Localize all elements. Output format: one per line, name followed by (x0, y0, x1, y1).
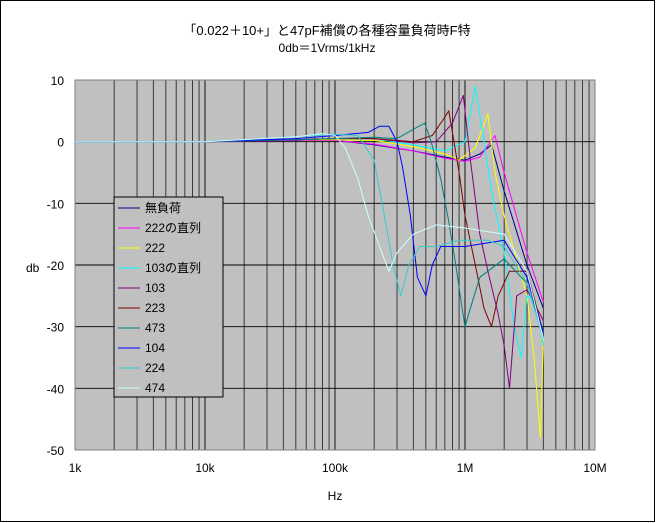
legend-box (113, 196, 224, 398)
y-tick-label: 10 (51, 74, 65, 88)
legend-label: 474 (145, 381, 165, 395)
series-line-7 (75, 125, 544, 333)
chart-title: 「0.022＋10+」と47pF補償の各種容量負荷時F特 (183, 23, 470, 38)
legend-label: 224 (145, 361, 165, 375)
series-line-1 (75, 135, 544, 303)
series-line-9 (75, 133, 544, 340)
y-tick-label: -30 (47, 321, 65, 335)
x-tick-label: 10M (583, 461, 606, 475)
y-tick-label: -50 (47, 444, 65, 458)
legend-label: 103の直列 (145, 261, 201, 275)
y-tick-label: -10 (47, 197, 65, 211)
legend-label: 222の直列 (145, 221, 201, 235)
y-axis-ticks: 10 0 -10 -20 -30 -40 -50 (47, 74, 65, 458)
plot-frame (74, 79, 596, 451)
y-tick-label: -20 (47, 259, 65, 273)
y-tick-label: 0 (57, 136, 64, 150)
x-tick-label: 1M (457, 461, 474, 475)
y-axis-label: db (26, 261, 40, 275)
x-tick-label: 100k (322, 461, 349, 475)
legend-label: 104 (145, 341, 165, 355)
series-line-2 (75, 113, 544, 439)
legend: 無負荷 222の直列 222 103の直列 103 223 473 104 224 474 (113, 196, 224, 398)
legend-label: 223 (145, 301, 165, 315)
legend-label: 無負荷 (145, 200, 181, 215)
x-axis-label: Hz (328, 489, 343, 503)
x-axis-ticks: 1k 10k 100k 1M 10M (69, 461, 607, 475)
series-line-6 (75, 122, 544, 333)
legend-label: 222 (145, 241, 165, 255)
y-tick-label: -40 (47, 382, 65, 396)
x-tick-label: 10k (195, 461, 215, 475)
x-tick-label: 1k (69, 461, 83, 475)
legend-label: 473 (145, 321, 165, 335)
series-group (75, 85, 544, 439)
series-line-8 (75, 133, 544, 340)
legend-label: 103 (145, 281, 165, 295)
chart-subtitle: 0db＝1Vrms/1kHz (279, 41, 376, 55)
